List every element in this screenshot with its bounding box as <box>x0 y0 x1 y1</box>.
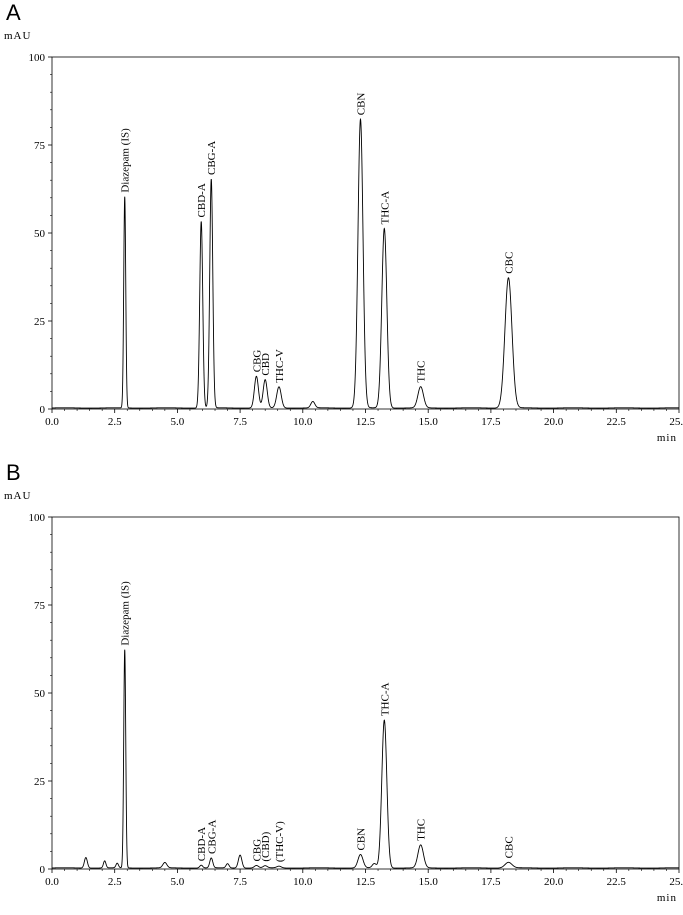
panel-letter-b: B <box>6 460 21 485</box>
y-unit-label: mAU <box>4 30 32 42</box>
x-tick-label: 7.5 <box>233 876 247 888</box>
peak-label: CBD <box>260 353 272 376</box>
peak-label: CBC <box>503 836 515 858</box>
x-tick-label: 10.0 <box>293 876 313 888</box>
x-tick-label: 22.5 <box>607 876 627 888</box>
chromatogram-panel-a: A mAU 0.0 2.5 5.0 7.5 10.0 12.5 15.0 17.5 20.0 22… <box>0 0 683 455</box>
chromatogram-plot-a: 0.0 2.5 5.0 7.5 10.0 12.5 15.0 17.5 20.0 22.5 25. 0… <box>29 52 683 428</box>
peak-label: CBC <box>503 252 515 274</box>
peak-label: Diazepam (IS) <box>120 128 132 193</box>
x-tick-label: 10.0 <box>293 416 313 428</box>
x-tick-label: 7.5 <box>233 416 247 428</box>
chromatogram-panel-b: B mAU 0.0 2.5 5.0 7.5 10.0 12.5 15.0 17.5 20.0 22… <box>0 460 683 915</box>
plot-frame <box>51 516 680 870</box>
x-tick-label: 2.5 <box>108 876 122 888</box>
y-tick-label: 0 <box>40 864 46 876</box>
peak-label: THC <box>416 361 428 383</box>
y-unit-label: mAU <box>4 490 32 502</box>
x-tick-label: 20.0 <box>544 876 564 888</box>
peak-label: CBD-A <box>196 183 208 217</box>
peak-label: THC-A <box>379 191 391 225</box>
y-tick-label: 75 <box>34 140 46 152</box>
y-tick-label: 0 <box>40 404 46 416</box>
x-tick-label: 25.0 <box>669 876 683 888</box>
chromatogram-trace <box>52 117 679 409</box>
chromatogram-trace <box>52 649 679 869</box>
x-tick-label: 12.5 <box>356 416 376 428</box>
x-tick-label: 17.5 <box>481 876 501 888</box>
peak-label: THC-V <box>274 349 286 383</box>
peak-label: CBG-A <box>206 141 218 175</box>
y-tick-label: 25 <box>34 316 46 328</box>
x-tick-label: 12.5 <box>356 876 376 888</box>
peak-label: CBD-A <box>196 827 208 861</box>
peak-label: CBN <box>355 93 367 116</box>
x-tick-label: 20.0 <box>544 416 564 428</box>
x-tick-label: 25.0 <box>669 416 683 428</box>
y-tick-label: 100 <box>29 512 46 524</box>
x-tick-label: 15.0 <box>419 416 439 428</box>
peak-label: THC-A <box>379 682 391 716</box>
y-tick-label: 50 <box>34 688 46 700</box>
peak-label: CBG <box>251 839 263 862</box>
y-tick-label: 25 <box>34 776 46 788</box>
panel-letter-a: A <box>6 0 21 25</box>
x-tick-label: 0.0 <box>45 876 59 888</box>
x-tick-label: 5.0 <box>171 416 185 428</box>
x-tick-label: 0.0 <box>45 416 59 428</box>
peak-label: Diazepam (IS) <box>120 581 132 646</box>
x-unit-label: min <box>656 432 677 444</box>
x-unit-label: min <box>656 892 677 904</box>
x-tick-label: 15.0 <box>419 876 439 888</box>
peak-label: THC <box>416 819 428 841</box>
x-tick-label: 22.5 <box>607 416 627 428</box>
peak-label: CBN <box>355 828 367 851</box>
y-tick-label: 50 <box>34 228 46 240</box>
y-tick-label: 100 <box>29 52 46 64</box>
x-tick-label: 5.0 <box>171 876 185 888</box>
peak-label: (THC-V) <box>274 821 286 862</box>
peak-label: CBG <box>251 350 263 373</box>
x-tick-label: 17.5 <box>481 416 501 428</box>
x-tick-label: 2.5 <box>108 416 122 428</box>
peak-label: CBG-A <box>206 820 218 854</box>
chromatogram-plot-b: 0.0 2.5 5.0 7.5 10.0 12.5 15.0 17.5 20.0 22.5 25. 0… <box>29 512 683 888</box>
peak-label: (CBD) <box>260 831 272 861</box>
y-tick-label: 75 <box>34 600 46 612</box>
